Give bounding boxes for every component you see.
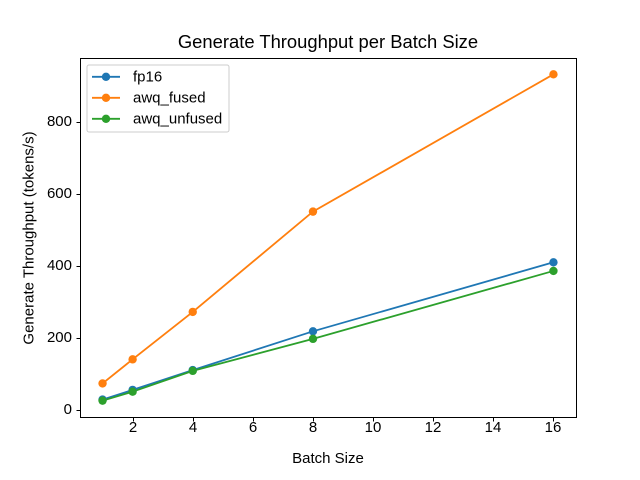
svg-text:600: 600	[47, 185, 72, 202]
svg-text:4: 4	[189, 419, 197, 436]
svg-text:16: 16	[545, 419, 562, 436]
svg-text:awq_fused: awq_fused	[133, 90, 206, 107]
svg-text:2: 2	[129, 419, 137, 436]
svg-text:800: 800	[47, 113, 72, 130]
svg-text:Batch Size: Batch Size	[292, 450, 364, 467]
svg-text:0: 0	[64, 401, 72, 418]
svg-text:400: 400	[47, 257, 72, 274]
svg-text:Generate Throughput (tokens/s): Generate Throughput (tokens/s)	[21, 131, 38, 344]
svg-text:6: 6	[249, 419, 257, 436]
svg-text:awq_unfused: awq_unfused	[133, 111, 222, 128]
svg-text:10: 10	[365, 419, 382, 436]
svg-text:8: 8	[309, 419, 317, 436]
svg-text:Generate Throughput per Batch: Generate Throughput per Batch Size	[178, 31, 478, 52]
svg-text:200: 200	[47, 329, 72, 346]
svg-text:12: 12	[425, 419, 442, 436]
svg-text:fp16: fp16	[133, 69, 162, 86]
svg-text:14: 14	[485, 419, 502, 436]
